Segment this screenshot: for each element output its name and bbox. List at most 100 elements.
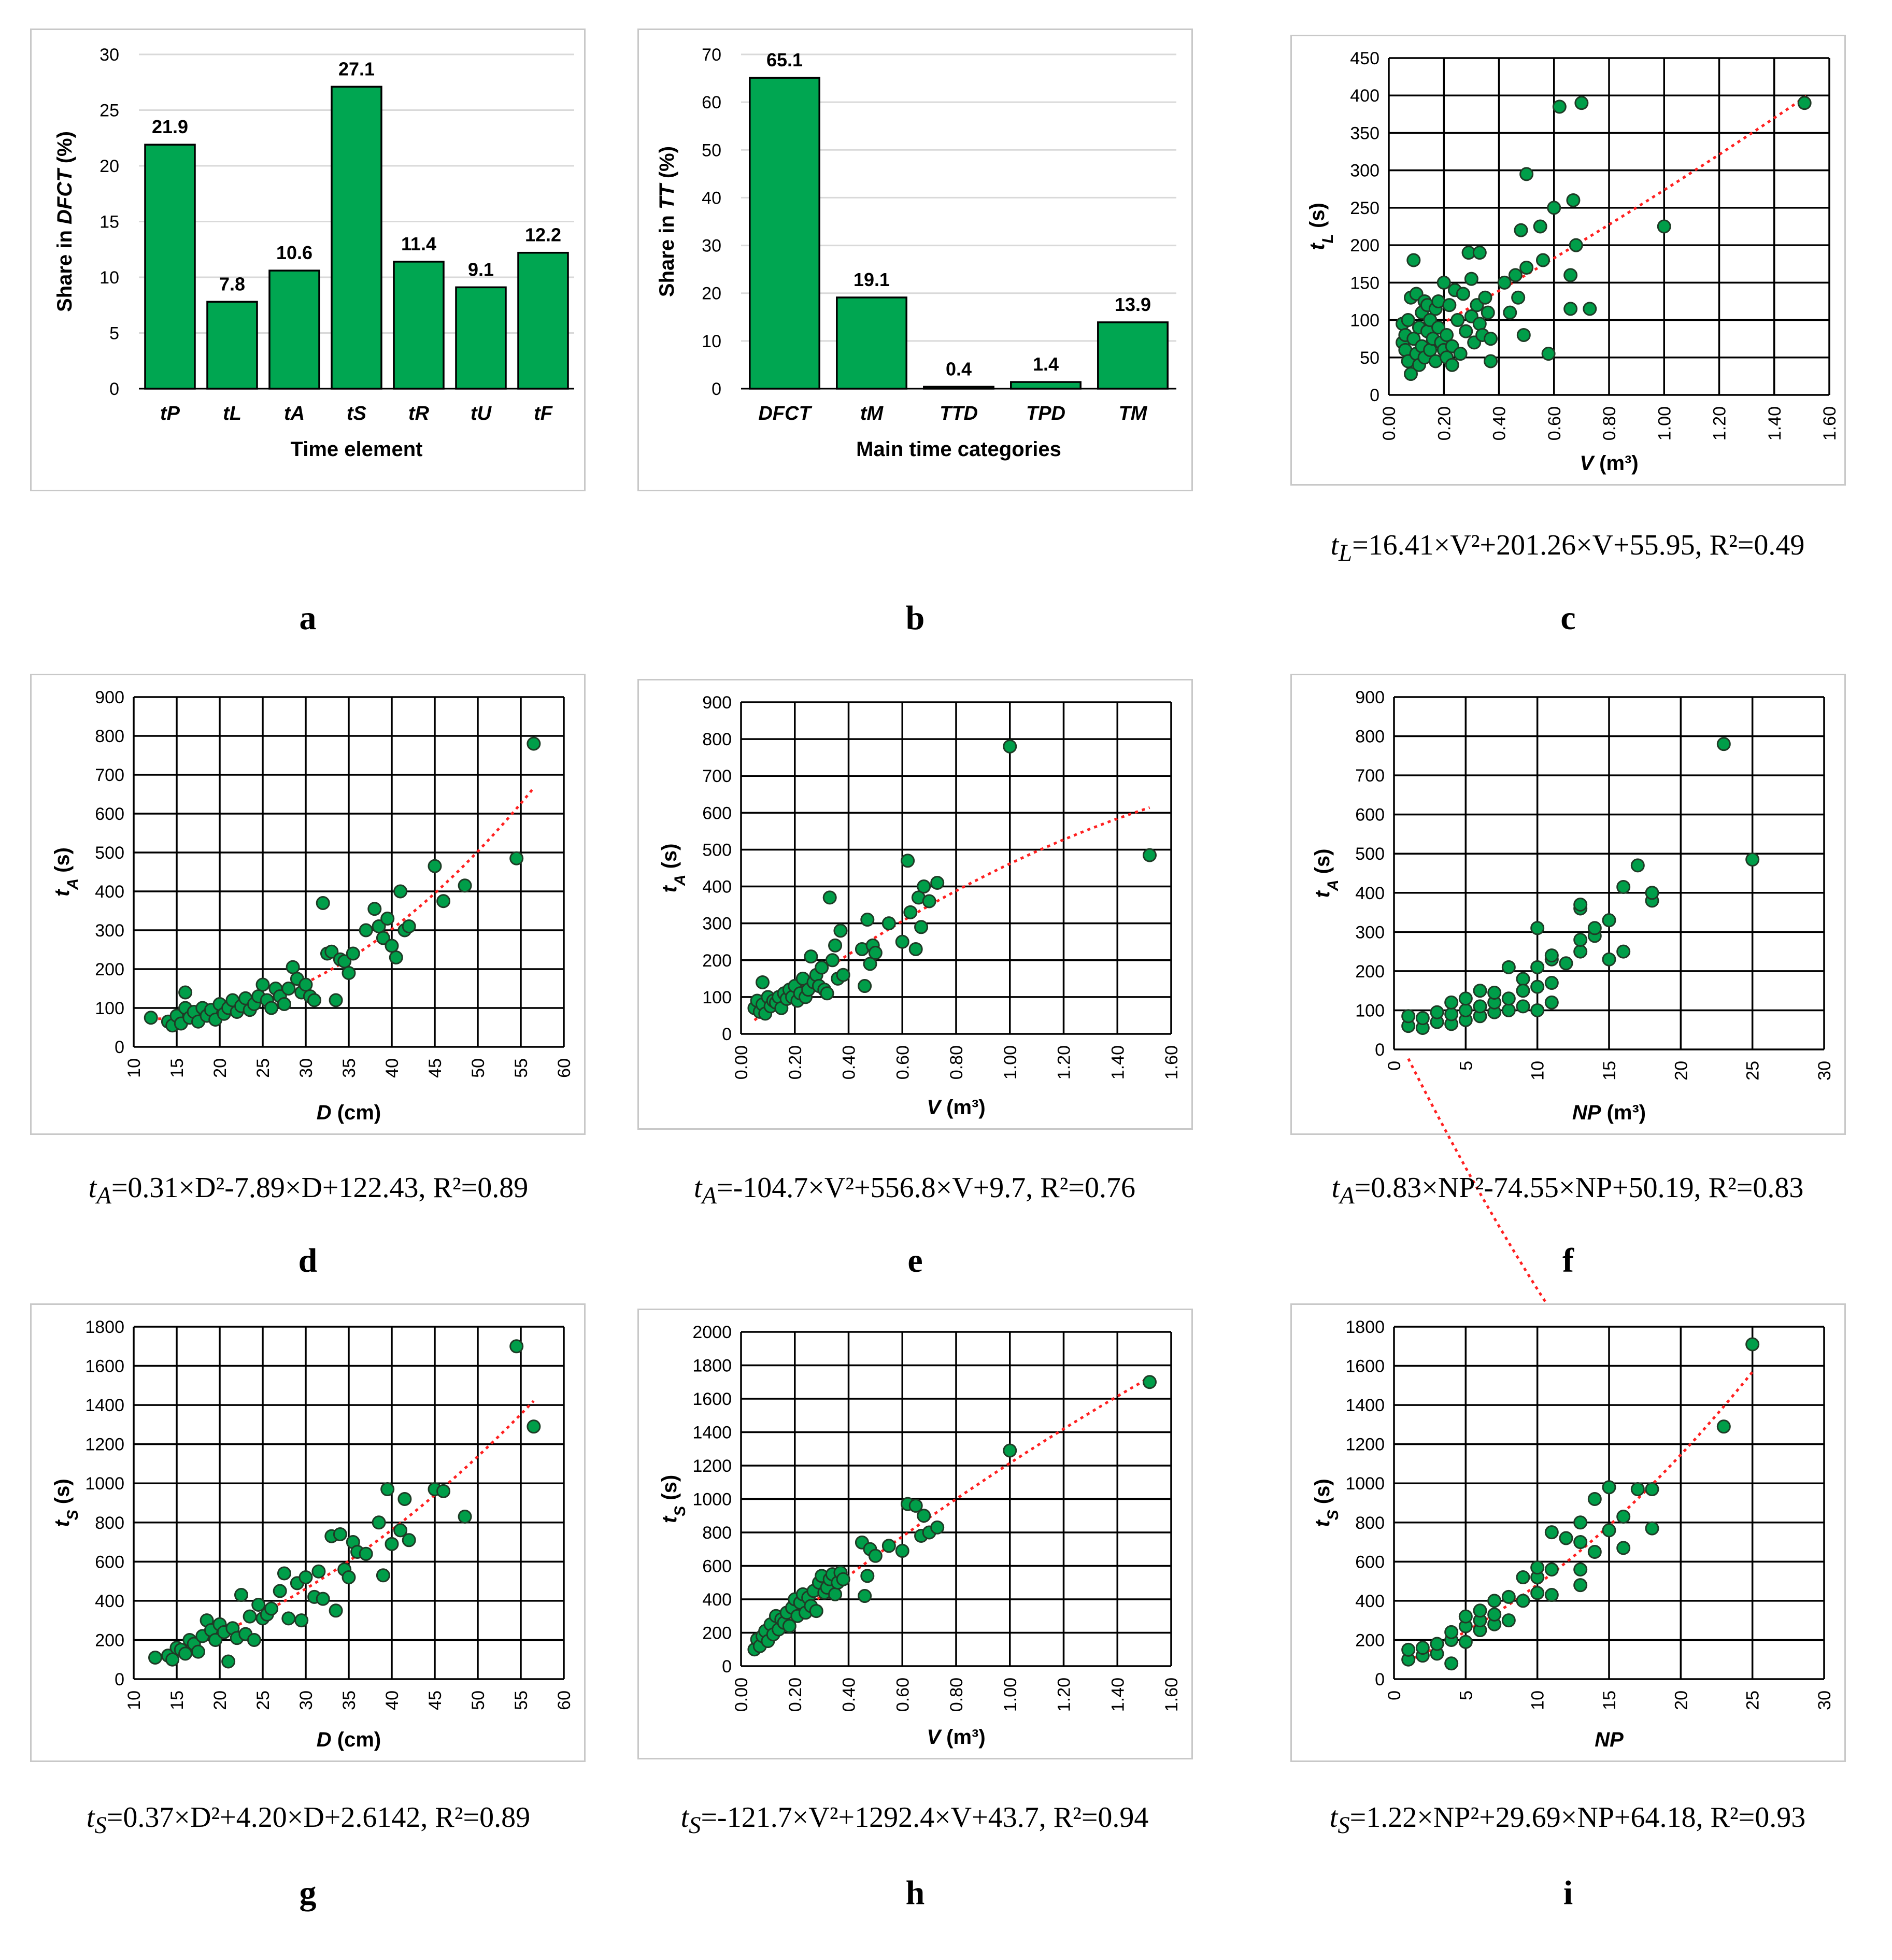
data-point xyxy=(281,1611,296,1626)
data-point xyxy=(1519,260,1534,275)
data-label: 13.9 xyxy=(1115,294,1151,315)
scatter-chart-e: 0 100 200 300 400 500 600 700 800 900 0.00 0.20 0.40… xyxy=(637,679,1193,1130)
data-point xyxy=(255,977,270,992)
y-tick-label: 1000 xyxy=(1345,1474,1385,1494)
panel-a: 0 5 10 15 20 25 30 21.9 tP 7.8 tL 10.6 tA 27.1 tS 11.4 t… xyxy=(30,29,586,491)
x-tick-label: 50 xyxy=(468,1691,488,1710)
data-point xyxy=(1436,275,1451,290)
x-axis-title: NP (m³) xyxy=(1572,1101,1646,1124)
data-point xyxy=(264,1001,279,1015)
x-tick-label: 1.40 xyxy=(1108,1678,1128,1712)
data-point xyxy=(825,953,840,968)
y-axis-title: tA (s) xyxy=(51,847,81,897)
y-tick-label: 600 xyxy=(95,804,124,824)
data-point xyxy=(1616,1509,1631,1524)
data-point xyxy=(221,1654,236,1669)
equation-e: tA=-104.7×V²+556.8×V+9.7, R²=0.76 xyxy=(693,1172,1135,1210)
data-point xyxy=(1401,313,1415,328)
y-axis-title: tA (s) xyxy=(1311,849,1342,898)
bar-tM xyxy=(836,296,907,390)
data-point xyxy=(277,1566,291,1581)
bar-tR xyxy=(393,261,445,390)
x-tick-label: 45 xyxy=(425,1691,445,1710)
panel-e: 0 100 200 300 400 500 600 700 800 900 0.00 0.20 0.40… xyxy=(637,679,1193,1130)
data-point xyxy=(458,1509,472,1524)
data-point xyxy=(1487,985,1502,1000)
data-point xyxy=(1541,347,1556,361)
data-point xyxy=(895,1543,909,1558)
y-tick-label: 20 xyxy=(99,157,119,176)
x-category-label: TPD xyxy=(1026,403,1065,424)
data-point xyxy=(1487,1607,1502,1622)
data-point xyxy=(393,1523,408,1538)
bar-tF xyxy=(517,251,569,390)
x-tick-label: 35 xyxy=(339,1691,359,1710)
y-tick-label: 900 xyxy=(1355,688,1385,707)
chart-frame xyxy=(30,674,586,1135)
data-point xyxy=(311,1564,326,1579)
x-tick-label: 55 xyxy=(511,1691,531,1710)
x-tick-label: 0.80 xyxy=(1600,406,1619,441)
y-axis-title: tL (s) xyxy=(1306,203,1336,250)
data-point xyxy=(863,957,877,971)
data-point xyxy=(1459,324,1473,338)
data-point xyxy=(1583,302,1597,316)
data-point xyxy=(1406,253,1421,267)
x-tick-label: 60 xyxy=(554,1058,574,1078)
data-point xyxy=(908,942,923,956)
data-point xyxy=(1530,1560,1545,1575)
data-point xyxy=(1415,1011,1430,1026)
y-tick-label: 600 xyxy=(702,1557,732,1576)
scatter-chart-i: 0 200 400 600 800 1000 1200 1400 1600 1800 0 5 10 15 2… xyxy=(1290,1303,1846,1762)
x-tick-label: 1.00 xyxy=(1001,1045,1020,1080)
data-point xyxy=(1430,1005,1444,1019)
data-point xyxy=(1440,328,1454,342)
data-point xyxy=(273,1584,287,1598)
y-tick-label: 400 xyxy=(1350,86,1379,106)
data-point xyxy=(1143,1375,1157,1389)
y-tick-label: 150 xyxy=(1350,273,1379,293)
y-tick-label: 450 xyxy=(1350,49,1379,68)
data-point xyxy=(836,968,850,982)
y-tick-label: 200 xyxy=(1355,962,1385,982)
y-axis-title: tA (s) xyxy=(658,844,689,893)
data-point xyxy=(1602,952,1616,967)
y-tick-label: 600 xyxy=(1355,1552,1385,1572)
x-tick-label: 40 xyxy=(382,1058,402,1078)
x-category-label: tM xyxy=(860,403,884,424)
y-tick-label: 350 xyxy=(1350,123,1379,143)
data-point xyxy=(1484,354,1498,368)
data-point xyxy=(1547,201,1561,215)
y-tick-label: 1800 xyxy=(85,1317,124,1337)
x-tick-label: 0.40 xyxy=(1490,406,1510,441)
bar-TM xyxy=(1097,321,1169,390)
data-point xyxy=(828,1587,843,1601)
x-tick-label: 15 xyxy=(1600,1691,1619,1710)
equation-d: tA=0.31×D²-7.89×D+122.43, R²=0.89 xyxy=(88,1172,529,1210)
y-tick-label: 0 xyxy=(1375,1670,1385,1689)
data-point xyxy=(376,1568,390,1583)
y-tick-label: 200 xyxy=(1350,236,1379,255)
data-point xyxy=(1544,1588,1559,1602)
y-tick-label: 500 xyxy=(1355,844,1385,864)
data-point xyxy=(1401,1009,1416,1024)
data-point xyxy=(1544,1525,1559,1540)
x-tick-label: 0.20 xyxy=(786,1045,805,1080)
data-point xyxy=(372,1515,386,1530)
x-tick-label: 10 xyxy=(1528,1691,1548,1710)
panel-letter-d: d xyxy=(298,1242,318,1280)
y-tick-label: 600 xyxy=(1355,805,1385,825)
x-category-label: tP xyxy=(160,403,180,424)
data-point xyxy=(380,912,395,926)
x-tick-label: 0.60 xyxy=(893,1045,913,1080)
trend-line xyxy=(1402,94,1808,347)
data-point xyxy=(1501,960,1516,974)
data-point xyxy=(1573,897,1588,912)
data-point xyxy=(376,931,390,945)
data-point xyxy=(1444,995,1459,1010)
data-point xyxy=(527,1419,541,1434)
data-point xyxy=(1574,96,1589,110)
x-tick-label: 5 xyxy=(1456,1691,1476,1700)
data-point xyxy=(1473,999,1487,1014)
data-point xyxy=(359,1546,373,1561)
